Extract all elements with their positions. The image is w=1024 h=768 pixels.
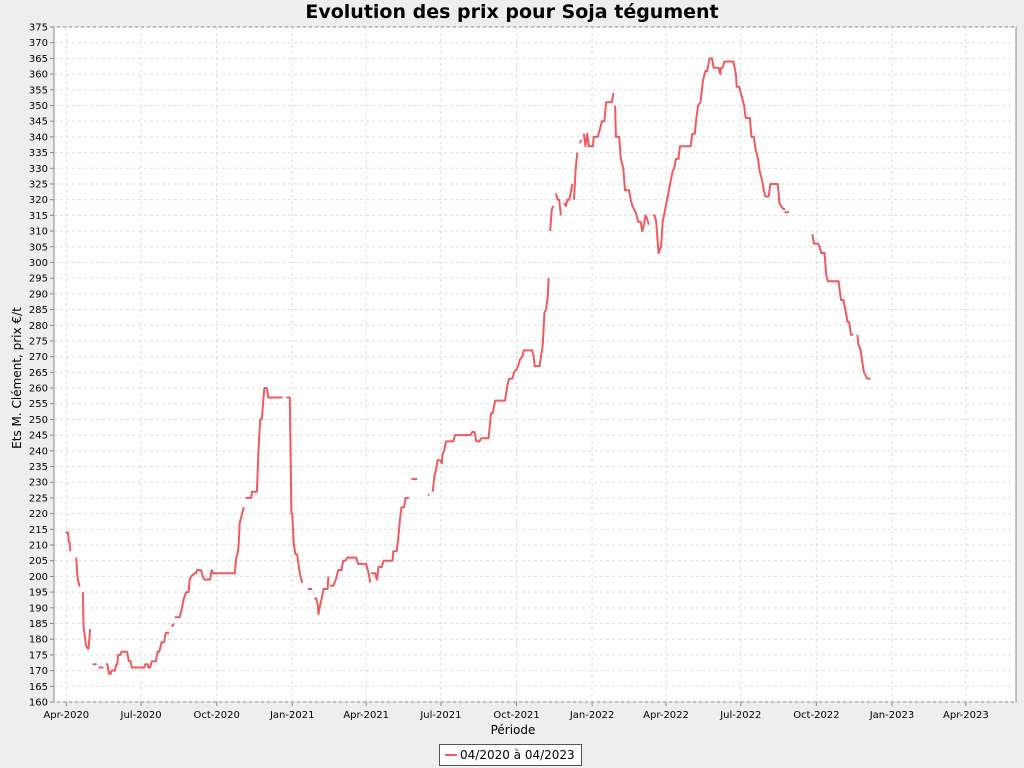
series-segment <box>170 622 175 628</box>
y-tick-label: 200 <box>29 572 48 583</box>
legend-swatch <box>445 754 457 756</box>
series-segment <box>582 92 615 148</box>
y-tick-label: 315 <box>29 211 48 222</box>
y-tick-label: 160 <box>29 698 48 709</box>
y-tick-label: 285 <box>29 305 48 316</box>
legend: 04/2020 à 04/2023 <box>439 744 582 766</box>
x-tick-label: Jul-2022 <box>719 710 761 721</box>
x-tick-label: Jul-2020 <box>120 710 162 721</box>
x-axis-label: Période <box>491 723 536 737</box>
y-tick-label: 360 <box>29 70 48 81</box>
x-axis-ticks: Apr-2020 Jul-2020 Oct-2020 Jan-2021 Apr-2021… <box>43 702 989 721</box>
y-tick-label: 365 <box>29 54 48 65</box>
series-segment <box>811 234 854 336</box>
y-tick-label: 195 <box>29 588 48 599</box>
y-tick-label: 350 <box>29 101 48 112</box>
chart-title: Evolution des prix pour Soja tégument <box>305 1 719 23</box>
y-tick-label: 220 <box>29 509 48 520</box>
y-tick-label: 340 <box>29 132 48 143</box>
y-tick-label: 280 <box>29 321 48 332</box>
y-tick-label: 185 <box>29 619 48 630</box>
y-axis-label: Ets M. Clément, prix €/t <box>10 307 24 449</box>
series-segment <box>75 557 81 587</box>
series-segment <box>330 556 372 587</box>
y-tick-label: 250 <box>29 415 48 426</box>
series-segment <box>174 507 245 619</box>
y-tick-label: 175 <box>29 650 48 661</box>
y-tick-label: 260 <box>29 384 48 395</box>
y-tick-label: 265 <box>29 368 48 379</box>
series-segment <box>573 152 579 200</box>
y-tick-label: 300 <box>29 258 48 269</box>
y-axis-ticks: 160 165 170 175 180 185 190 195 200 205 210 215 220 2… <box>29 23 54 709</box>
y-tick-label: 375 <box>29 23 48 34</box>
y-tick-label: 165 <box>29 682 48 693</box>
series-segment <box>652 57 786 254</box>
y-tick-label: 210 <box>29 541 48 552</box>
y-tick-label: 370 <box>29 38 48 49</box>
y-tick-label: 205 <box>29 556 48 567</box>
series-segment <box>554 193 562 216</box>
series-segment <box>245 387 283 499</box>
series-segment <box>578 139 583 144</box>
x-tick-label: Apr-2022 <box>643 710 689 721</box>
y-tick-label: 290 <box>29 289 48 300</box>
series-segment <box>105 631 169 675</box>
y-tick-label: 255 <box>29 399 48 410</box>
y-tick-label: 180 <box>29 635 48 646</box>
series-segment <box>286 396 304 583</box>
y-tick-label: 295 <box>29 274 48 285</box>
series-segment <box>81 592 92 650</box>
grid-layer <box>54 26 1016 703</box>
x-tick-label: Jan-2022 <box>569 710 614 721</box>
y-tick-label: 355 <box>29 85 48 96</box>
y-tick-label: 215 <box>29 525 48 536</box>
series-segment <box>549 205 555 232</box>
x-tick-label: Oct-2021 <box>493 710 539 721</box>
y-tick-label: 235 <box>29 462 48 473</box>
y-tick-label: 330 <box>29 164 48 175</box>
x-tick-label: Apr-2020 <box>43 710 89 721</box>
y-tick-label: 335 <box>29 148 48 159</box>
x-tick-label: Jan-2021 <box>269 710 314 721</box>
y-tick-label: 320 <box>29 195 48 206</box>
y-tick-label: 190 <box>29 603 48 614</box>
y-tick-label: 345 <box>29 117 48 128</box>
x-tick-label: Oct-2022 <box>793 710 839 721</box>
x-tick-label: Jan-2023 <box>869 710 914 721</box>
x-tick-label: Jul-2021 <box>419 710 461 721</box>
y-tick-label: 240 <box>29 446 48 457</box>
y-tick-label: 310 <box>29 227 48 238</box>
x-tick-label: Oct-2020 <box>193 710 239 721</box>
series-segment <box>563 183 574 207</box>
series-segment <box>614 105 650 233</box>
y-tick-label: 245 <box>29 431 48 442</box>
series-segment <box>856 334 871 380</box>
y-tick-label: 325 <box>29 179 48 190</box>
y-tick-label: 225 <box>29 493 48 504</box>
y-tick-label: 230 <box>29 478 48 489</box>
y-tick-label: 305 <box>29 242 48 253</box>
series-segment <box>65 531 72 552</box>
x-tick-label: Apr-2021 <box>343 710 389 721</box>
series-segment <box>371 496 409 581</box>
x-tick-label: Apr-2023 <box>943 710 989 721</box>
legend-label: 04/2020 à 04/2023 <box>460 748 575 762</box>
y-tick-label: 270 <box>29 352 48 363</box>
y-tick-label: 275 <box>29 336 48 347</box>
series-segment <box>314 576 330 616</box>
series-line <box>65 57 871 675</box>
y-tick-label: 170 <box>29 666 48 677</box>
series-segment <box>431 278 550 492</box>
